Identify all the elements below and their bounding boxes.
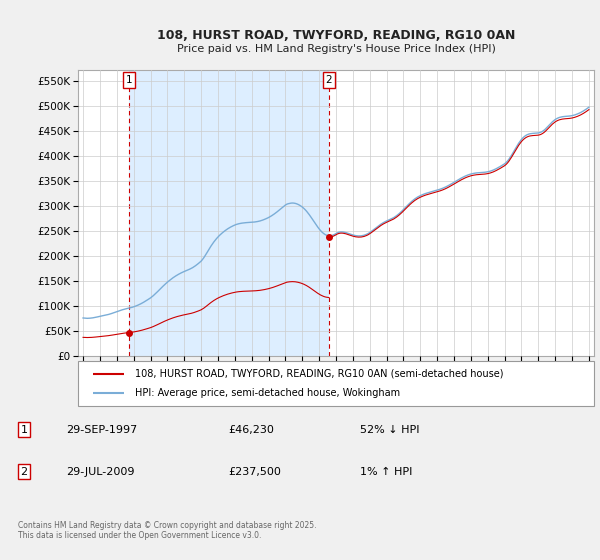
FancyBboxPatch shape <box>78 361 594 406</box>
Text: £46,230: £46,230 <box>228 425 274 435</box>
Text: 29-JUL-2009: 29-JUL-2009 <box>66 467 134 477</box>
Text: Price paid vs. HM Land Registry's House Price Index (HPI): Price paid vs. HM Land Registry's House … <box>176 44 496 54</box>
Text: £237,500: £237,500 <box>228 467 281 477</box>
Text: 2: 2 <box>20 467 28 477</box>
Text: 1: 1 <box>126 75 133 85</box>
Text: 2: 2 <box>325 75 332 85</box>
Text: 108, HURST ROAD, TWYFORD, READING, RG10 0AN: 108, HURST ROAD, TWYFORD, READING, RG10 … <box>157 29 515 43</box>
Text: Contains HM Land Registry data © Crown copyright and database right 2025.
This d: Contains HM Land Registry data © Crown c… <box>18 521 317 540</box>
Text: 52% ↓ HPI: 52% ↓ HPI <box>360 425 419 435</box>
Text: 108, HURST ROAD, TWYFORD, READING, RG10 0AN (semi-detached house): 108, HURST ROAD, TWYFORD, READING, RG10 … <box>135 368 503 379</box>
Text: 1: 1 <box>20 425 28 435</box>
Text: HPI: Average price, semi-detached house, Wokingham: HPI: Average price, semi-detached house,… <box>135 389 400 399</box>
Bar <box>130 70 329 356</box>
Text: 29-SEP-1997: 29-SEP-1997 <box>66 425 137 435</box>
Text: 1% ↑ HPI: 1% ↑ HPI <box>360 467 412 477</box>
